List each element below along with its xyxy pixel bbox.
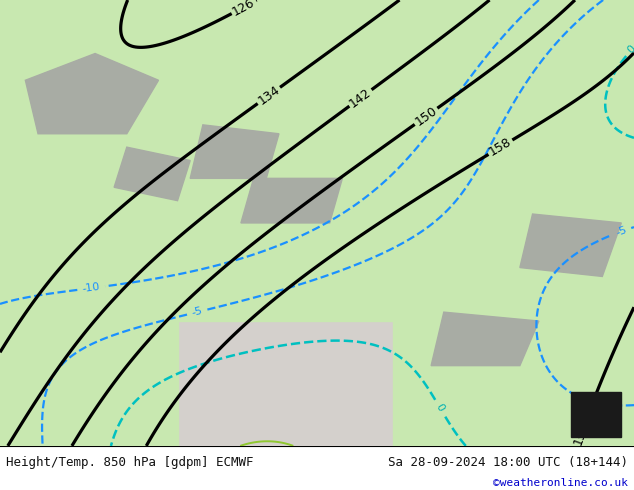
Text: 0: 0 [434, 402, 446, 413]
Text: 0: 0 [626, 44, 634, 56]
Polygon shape [431, 312, 539, 366]
Polygon shape [0, 0, 634, 245]
Text: -5: -5 [191, 306, 204, 318]
Text: 134: 134 [256, 83, 282, 108]
Bar [0, 0, 634, 245]
Text: ©weatheronline.co.uk: ©weatheronline.co.uk [493, 478, 628, 489]
Polygon shape [190, 125, 279, 178]
Polygon shape [114, 147, 190, 201]
Polygon shape [0, 245, 178, 446]
Polygon shape [241, 178, 342, 223]
Polygon shape [25, 53, 158, 134]
Polygon shape [178, 223, 539, 321]
Bar [0, 245, 190, 446]
Text: 142: 142 [347, 86, 374, 110]
Bar [380, 156, 634, 446]
Polygon shape [393, 156, 634, 446]
Polygon shape [571, 392, 621, 437]
Text: 150: 150 [413, 104, 439, 128]
Text: 158: 158 [487, 135, 514, 159]
Text: -10: -10 [82, 282, 101, 294]
Text: 126: 126 [230, 0, 257, 19]
Bar [178, 156, 526, 312]
Polygon shape [520, 214, 621, 276]
Text: 158: 158 [571, 420, 591, 447]
Text: Height/Temp. 850 hPa [gdpm] ECMWF: Height/Temp. 850 hPa [gdpm] ECMWF [6, 456, 254, 469]
Text: -5: -5 [614, 225, 628, 238]
Text: Sa 28-09-2024 18:00 UTC (18+144): Sa 28-09-2024 18:00 UTC (18+144) [387, 456, 628, 469]
